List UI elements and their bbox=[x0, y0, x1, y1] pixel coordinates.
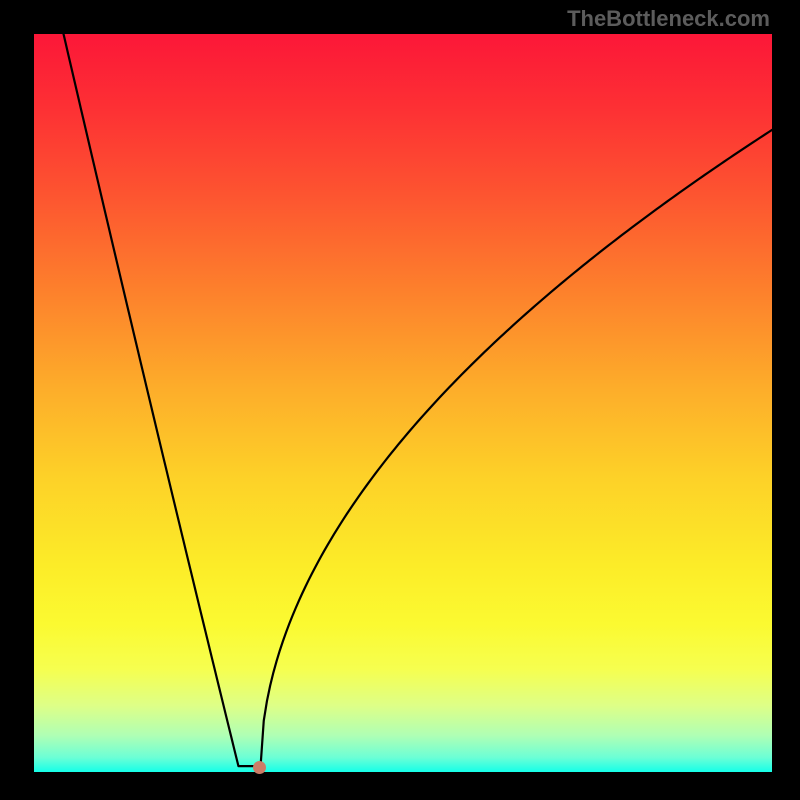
curve-layer bbox=[34, 34, 772, 772]
chart-container: TheBottleneck.com bbox=[0, 0, 800, 800]
bottleneck-curve bbox=[64, 34, 772, 766]
minimum-marker bbox=[253, 761, 266, 774]
plot-area bbox=[34, 34, 772, 772]
watermark-text: TheBottleneck.com bbox=[567, 6, 770, 32]
